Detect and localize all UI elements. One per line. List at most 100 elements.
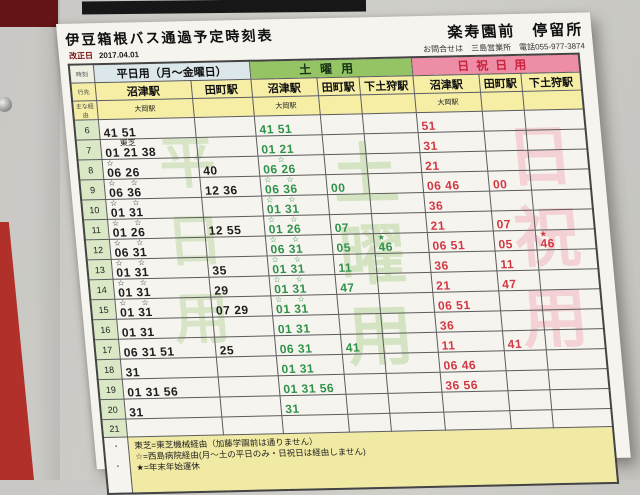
time-cell: [367, 172, 424, 194]
time-cell: [221, 415, 283, 435]
time-cell: [531, 188, 593, 211]
time-cell: 07 29: [210, 295, 273, 318]
time-values: 05: [497, 237, 514, 251]
station-saturday-tamachi: 田町駅: [316, 76, 361, 96]
time-cell: [389, 412, 445, 432]
time-cell: 12 55: [202, 216, 265, 238]
time-values: 12 36: [204, 183, 239, 198]
time-values: 41: [507, 336, 523, 351]
time-cell: ☆ ☆ 01 26: [262, 214, 331, 236]
time-cell: 06 46: [437, 350, 506, 373]
time-cell: [536, 248, 599, 271]
time-cell: 東芝 01 21 38: [99, 137, 198, 160]
time-cell: [551, 408, 613, 428]
time-values: 29: [213, 283, 230, 298]
time-values: 01 31: [277, 321, 312, 336]
time-cell: 11: [494, 250, 539, 271]
legend-notes: 東芝=東芝機械経由（加藤学園前は通りません） ☆=西島病院経由(月～土の平日のみ…: [127, 426, 619, 493]
time-cell: [321, 133, 366, 155]
time-cell: [380, 312, 436, 334]
time-cell: 47: [334, 273, 379, 295]
time-cell: ☆ ☆ 01 31: [114, 297, 213, 320]
time-cell: 41: [339, 333, 384, 355]
hour-label: 11: [83, 219, 109, 240]
time-cell: [204, 235, 267, 258]
time-values: 06 31: [279, 341, 313, 356]
time-cell: ☆ ☆ 01 31: [270, 294, 339, 316]
time-cell: 06 51: [426, 231, 495, 253]
time-cell: [547, 368, 610, 390]
paper-header-left: 伊豆箱根バス通過予定時刻表 改正日 2017.04.01: [65, 25, 276, 62]
sign-top-slot: [81, 0, 367, 15]
time-cell: [500, 309, 544, 331]
time-values: 06 46: [442, 357, 477, 373]
time-cell: 21: [419, 151, 488, 173]
time-values: 01 26: [268, 221, 302, 236]
time-cell: [125, 416, 223, 438]
time-cell: [481, 110, 526, 132]
time-values: 21: [424, 158, 441, 173]
time-values: 35: [211, 263, 228, 278]
time-cell: [376, 272, 433, 294]
time-cell: [338, 313, 382, 335]
time-cell: 31: [119, 357, 218, 380]
time-values: 51: [420, 118, 437, 133]
time-cell: 00: [487, 170, 532, 192]
time-values: 41 51: [258, 121, 293, 137]
frame-corner-block: [0, 0, 58, 27]
time-cell: [509, 409, 553, 429]
time-cell: [343, 373, 388, 395]
hour-label: 8: [77, 159, 104, 181]
time-values: 11: [499, 257, 515, 271]
time-cell: 31: [123, 397, 222, 420]
time-cell: [527, 148, 590, 171]
time-cell: 01 31: [272, 314, 340, 336]
via-label: 主な経由: [72, 100, 98, 121]
time-values: 21: [430, 218, 446, 233]
time-cell: 35: [206, 255, 269, 278]
screw-icon: [0, 97, 12, 112]
time-values: 11: [337, 260, 353, 275]
time-cell: ☆ ☆ 06 36: [259, 174, 328, 197]
time-cell: 00: [325, 173, 370, 195]
time-cell: 06 31 51: [118, 337, 216, 360]
time-cell: 36: [428, 250, 497, 273]
bus-stop-name: 楽寿園前 停留所: [446, 21, 585, 42]
red-frame-post: [0, 222, 34, 480]
time-cell: ☆ ☆ 01 31: [110, 257, 209, 280]
revision-value: 2017.04.01: [98, 50, 140, 61]
time-cell: [327, 193, 371, 215]
time-cell: [523, 109, 586, 131]
time-cell: [369, 192, 425, 214]
time-cell: 11: [435, 330, 504, 353]
time-cell: 47: [496, 270, 541, 291]
time-cell: 05: [492, 230, 537, 251]
timetable-body: 6 41 51 41 51 51 7 東芝 01 21 38 01 21 31 8 ☆ 06 26 4…: [73, 109, 613, 438]
time-values: 36: [433, 258, 450, 273]
time-cell: 11: [332, 253, 377, 275]
time-values: 06 26: [262, 161, 297, 177]
time-cell: [323, 153, 368, 175]
time-cell: 05: [330, 233, 375, 255]
time-cell: [443, 410, 511, 431]
time-cell: [341, 353, 386, 375]
time-cell: [345, 393, 390, 415]
time-cell: [361, 112, 418, 134]
time-values: 07: [496, 217, 512, 232]
time-values: 36 56: [444, 377, 479, 393]
time-cell: [201, 196, 263, 218]
via-saturday-blank: [318, 94, 362, 115]
time-values: 07 29: [215, 302, 250, 318]
time-cell: [489, 190, 533, 212]
time-cell: [507, 389, 552, 411]
via-holiday-blank: [480, 91, 524, 112]
time-cell: ☆ ☆ 06 31: [264, 234, 333, 256]
time-cell: 06 46: [421, 171, 490, 193]
time-cell: [215, 355, 278, 378]
station-weekday-numazu: 沼津駅: [94, 80, 193, 101]
time-cell: [538, 268, 601, 290]
station-saturday-numazu: 沼津駅: [250, 77, 319, 98]
time-values: 12 55: [208, 223, 242, 238]
time-values: 06 51: [437, 298, 472, 313]
time-cell: ☆ ☆ 06 36: [103, 177, 202, 200]
